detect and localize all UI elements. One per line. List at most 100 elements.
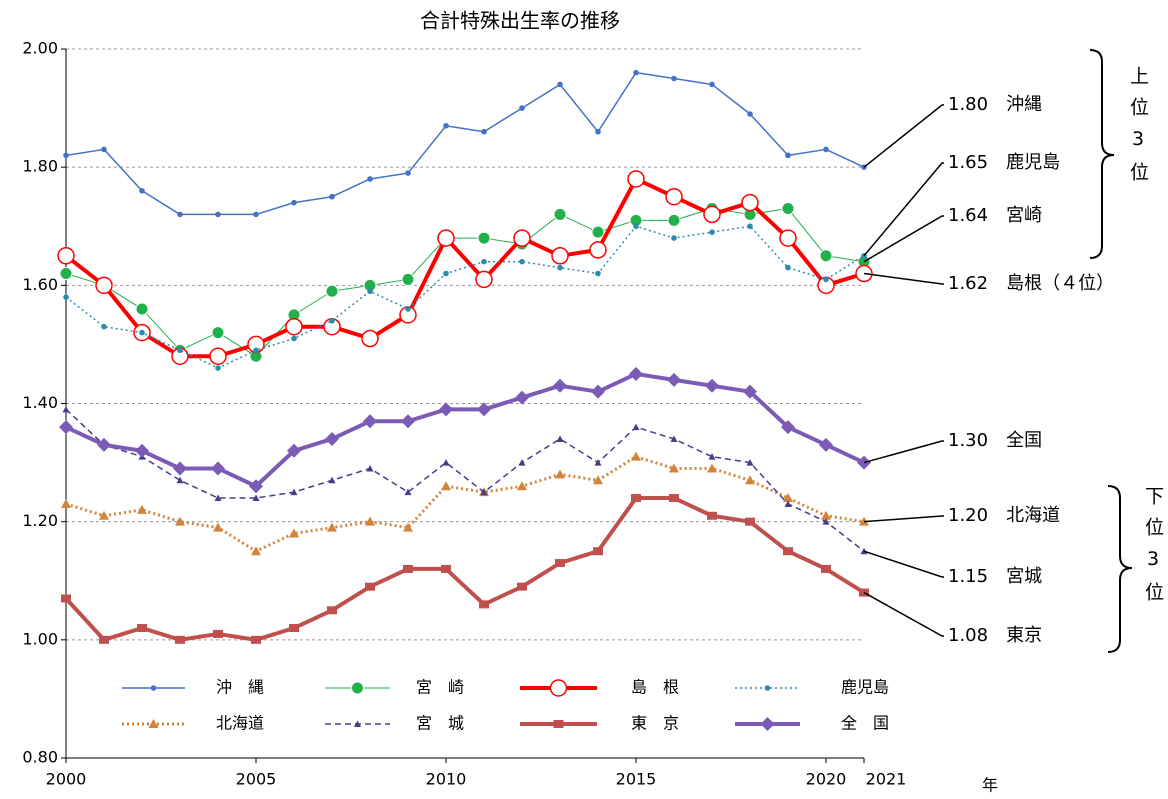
marker: [211, 326, 225, 340]
leader-line: [863, 104, 944, 168]
marker: [513, 229, 531, 247]
x-tick-label: 2010: [426, 770, 467, 789]
marker: [745, 475, 755, 485]
series-line: [65, 208, 865, 357]
marker: [215, 365, 221, 371]
marker: [325, 431, 339, 446]
legend-marker: [148, 719, 159, 728]
y-tick-label: 1.60: [22, 275, 58, 294]
series-line: [65, 408, 865, 552]
marker: [595, 128, 601, 135]
marker: [253, 347, 259, 354]
marker: [209, 347, 227, 365]
annotation: 1.20 北海道: [948, 505, 1060, 526]
marker: [175, 635, 185, 644]
marker: [819, 249, 833, 263]
marker: [479, 600, 489, 609]
marker: [57, 247, 75, 265]
marker: [517, 481, 527, 491]
marker: [252, 494, 260, 502]
marker: [553, 378, 567, 393]
legend-label: 東 京: [631, 714, 679, 733]
upper-group-label: 上位3位: [1127, 66, 1149, 193]
marker: [289, 624, 299, 633]
marker: [519, 105, 525, 111]
marker: [443, 270, 449, 277]
marker: [785, 152, 791, 159]
annotation: 1.30 全国: [948, 430, 1042, 451]
marker: [631, 451, 641, 461]
marker: [290, 488, 298, 496]
marker: [627, 170, 645, 188]
marker: [781, 202, 795, 216]
marker: [327, 606, 337, 615]
marker: [62, 405, 70, 413]
marker: [475, 270, 493, 289]
x-tick-label: 2021: [866, 770, 907, 789]
legend-marker: [764, 685, 771, 691]
series-line: [64, 176, 865, 359]
legend-marker: [351, 681, 364, 695]
marker: [629, 366, 643, 381]
marker: [591, 225, 605, 239]
marker: [821, 564, 831, 573]
marker: [59, 267, 73, 281]
marker: [135, 443, 149, 458]
marker: [779, 229, 797, 247]
marker: [176, 476, 184, 484]
marker: [741, 193, 759, 212]
marker: [707, 463, 717, 473]
leader-line: [863, 440, 944, 464]
marker: [671, 235, 677, 241]
marker: [669, 463, 679, 473]
marker: [289, 528, 299, 538]
marker: [327, 522, 337, 532]
marker: [481, 128, 487, 135]
upper-brace: [1089, 49, 1115, 259]
marker: [671, 75, 677, 82]
marker: [515, 390, 529, 405]
marker: [665, 187, 683, 206]
marker: [747, 223, 753, 230]
marker: [365, 582, 375, 591]
marker: [633, 223, 639, 230]
marker: [291, 199, 297, 206]
y-tick-label: 1.00: [22, 629, 58, 648]
marker: [667, 213, 681, 227]
legend-label: 宮 崎: [416, 678, 464, 697]
marker: [480, 488, 488, 496]
marker: [481, 258, 487, 265]
marker: [285, 317, 303, 336]
marker: [404, 488, 412, 496]
marker: [213, 522, 223, 532]
marker: [97, 437, 111, 452]
marker: [95, 276, 113, 295]
marker: [708, 453, 716, 460]
marker: [589, 241, 607, 259]
x-axis-label: 年: [982, 776, 998, 795]
marker: [785, 264, 791, 271]
marker: [707, 511, 717, 520]
marker: [781, 420, 795, 435]
marker: [823, 146, 829, 153]
marker: [328, 476, 336, 484]
marker: [783, 547, 793, 556]
marker: [743, 384, 757, 399]
marker: [101, 146, 107, 153]
legend-marker: [150, 685, 157, 691]
marker: [594, 459, 602, 466]
series-line: [65, 455, 865, 553]
marker: [823, 276, 829, 283]
marker: [403, 522, 413, 532]
marker: [403, 564, 413, 573]
series-line: [64, 496, 866, 642]
marker: [593, 547, 603, 556]
marker: [137, 624, 147, 633]
marker: [745, 517, 755, 526]
marker: [291, 335, 297, 342]
marker: [287, 443, 301, 458]
marker: [669, 494, 679, 503]
marker: [401, 414, 415, 429]
annotation: 1.64 宮崎: [948, 205, 1042, 226]
annotation: 1.15 宮城: [948, 566, 1042, 587]
